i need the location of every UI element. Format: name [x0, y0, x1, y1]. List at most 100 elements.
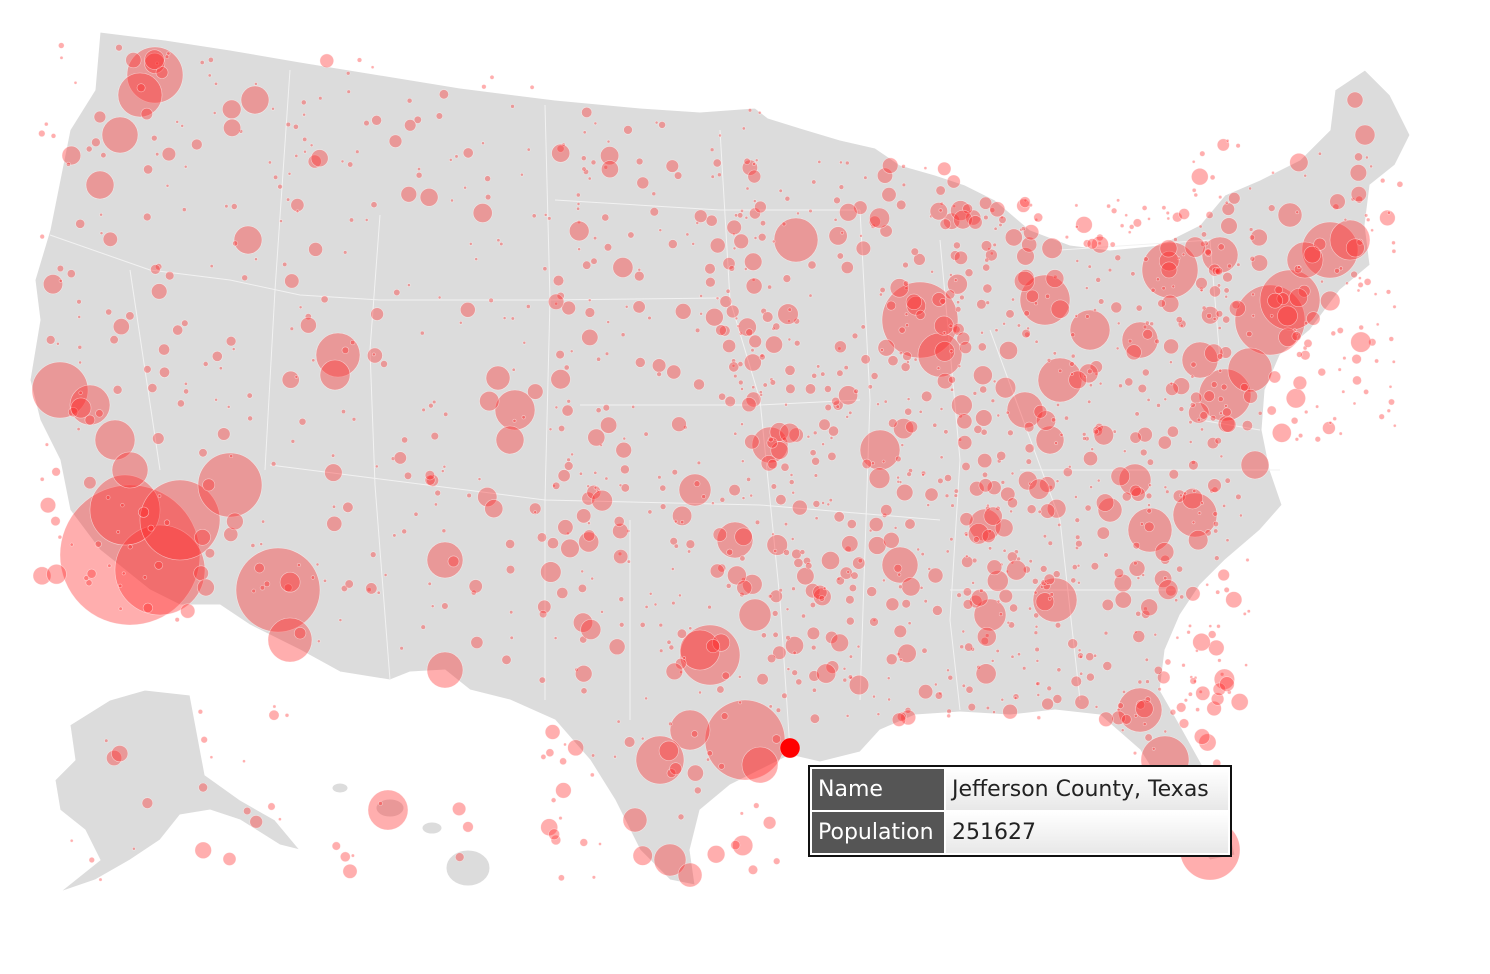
county-bubble[interactable] [1243, 388, 1258, 404]
county-bubble[interactable] [1160, 261, 1178, 279]
county-bubble[interactable] [572, 612, 593, 633]
county-bubble[interactable] [522, 340, 527, 345]
county-bubble[interactable] [285, 121, 291, 128]
county-bubble[interactable] [962, 599, 974, 610]
county-bubble[interactable] [1056, 667, 1062, 673]
county-bubble[interactable] [962, 203, 973, 215]
county-bubble[interactable] [83, 575, 90, 581]
county-bubble[interactable] [1035, 425, 1065, 455]
county-bubble[interactable] [1050, 299, 1070, 319]
county-bubble[interactable] [606, 320, 611, 324]
county-bubble[interactable] [712, 633, 731, 652]
county-bubble[interactable] [740, 387, 744, 391]
county-bubble[interactable] [898, 326, 906, 334]
county-bubble[interactable] [1388, 384, 1393, 389]
county-bubble[interactable] [1178, 718, 1190, 729]
county-bubble[interactable] [808, 208, 813, 214]
county-bubble[interactable] [1064, 235, 1069, 240]
county-bubble[interactable] [1249, 255, 1256, 262]
county-bubble[interactable] [608, 638, 626, 656]
county-bubble[interactable] [904, 407, 913, 416]
county-bubble[interactable] [1068, 370, 1087, 390]
county-bubble[interactable] [1125, 344, 1142, 361]
county-bubble[interactable] [893, 526, 898, 530]
county-bubble[interactable] [813, 587, 832, 606]
county-bubble[interactable] [32, 566, 52, 586]
county-bubble[interactable] [1364, 213, 1369, 218]
county-bubble[interactable] [1193, 728, 1211, 745]
county-bubble[interactable] [959, 512, 974, 527]
county-bubble[interactable] [1220, 383, 1228, 391]
county-bubble[interactable] [744, 215, 749, 220]
county-bubble[interactable] [916, 547, 921, 552]
county-bubble[interactable] [956, 413, 973, 430]
county-bubble[interactable] [290, 198, 305, 212]
county-bubble[interactable] [1169, 381, 1174, 386]
county-bubble[interactable] [263, 580, 271, 588]
county-bubble[interactable] [1172, 212, 1183, 223]
county-bubble[interactable] [946, 708, 952, 714]
county-bubble[interactable] [905, 293, 923, 311]
county-bubble[interactable] [1199, 411, 1208, 420]
county-bubble[interactable] [748, 334, 762, 349]
county-bubble[interactable] [881, 187, 897, 203]
county-bubble[interactable] [1018, 471, 1038, 491]
county-bubble[interactable] [1199, 288, 1204, 293]
county-bubble[interactable] [442, 464, 447, 469]
county-bubble[interactable] [1002, 703, 1018, 720]
county-bubble[interactable] [998, 612, 1003, 617]
county-bubble[interactable] [1206, 312, 1212, 319]
county-bubble[interactable] [876, 712, 881, 717]
county-bubble[interactable] [558, 816, 563, 821]
county-bubble[interactable] [1176, 565, 1183, 573]
county-bubble[interactable] [576, 508, 592, 524]
county-bubble[interactable] [740, 422, 744, 427]
county-bubble[interactable] [158, 343, 170, 356]
county-bubble[interactable] [693, 480, 701, 488]
county-bubble[interactable] [1034, 339, 1039, 344]
county-bubble[interactable] [1157, 670, 1171, 685]
county-bubble[interactable] [505, 539, 515, 549]
county-bubble[interactable] [1149, 321, 1154, 327]
county-bubble[interactable] [1214, 267, 1223, 276]
county-bubble[interactable] [725, 288, 731, 294]
county-bubble[interactable] [647, 315, 652, 321]
county-bubble[interactable] [1094, 705, 1099, 709]
county-bubble[interactable] [1122, 690, 1126, 694]
county-bubble[interactable] [1386, 408, 1391, 413]
county-bubble[interactable] [1318, 151, 1322, 156]
county-bubble[interactable] [857, 558, 863, 564]
county-bubble[interactable] [758, 353, 766, 361]
county-bubble[interactable] [779, 422, 800, 444]
county-bubble[interactable] [590, 576, 595, 581]
county-bubble[interactable] [747, 864, 758, 875]
county-bubble[interactable] [1069, 361, 1075, 367]
county-bubble[interactable] [717, 563, 727, 573]
county-bubble[interactable] [180, 603, 196, 619]
county-bubble[interactable] [1156, 403, 1161, 408]
county-bubble[interactable] [753, 802, 760, 809]
county-bubble[interactable] [845, 160, 850, 166]
county-bubble[interactable] [902, 261, 909, 269]
county-bubble[interactable] [880, 504, 893, 517]
county-bubble[interactable] [1089, 485, 1093, 489]
county-bubble[interactable] [603, 243, 613, 252]
county-bubble[interactable] [616, 719, 621, 724]
county-bubble[interactable] [1142, 722, 1147, 726]
county-bubble[interactable] [818, 595, 826, 602]
county-bubble[interactable] [404, 119, 417, 132]
county-bubble[interactable] [1033, 404, 1048, 419]
county-bubble[interactable] [1298, 433, 1304, 439]
county-bubble[interactable] [705, 308, 724, 327]
county-bubble[interactable] [773, 548, 778, 553]
county-bubble[interactable] [323, 578, 327, 583]
county-bubble[interactable] [712, 158, 722, 168]
county-bubble[interactable] [810, 644, 817, 651]
county-bubble[interactable] [791, 499, 808, 516]
county-bubble[interactable] [906, 360, 910, 364]
county-bubble[interactable] [653, 602, 658, 607]
county-bubble[interactable] [1225, 591, 1243, 609]
county-bubble[interactable] [939, 407, 944, 411]
county-bubble[interactable] [1075, 259, 1080, 263]
county-bubble[interactable] [836, 577, 841, 581]
